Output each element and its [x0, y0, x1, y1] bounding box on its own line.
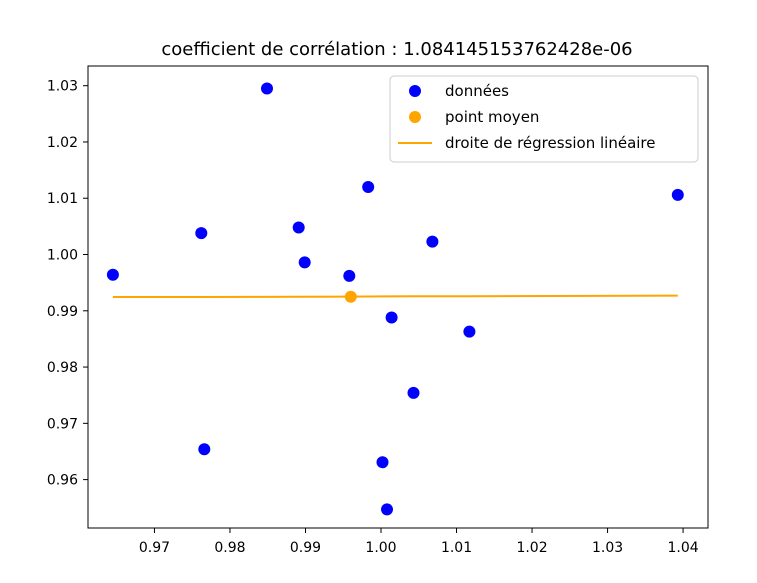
data-point-10 [385, 311, 398, 324]
y-tick-label-5: 1.01 [47, 191, 78, 207]
data-point-9 [381, 503, 393, 516]
x-tick-label-2: 0.99 [290, 540, 321, 556]
data-point-8 [376, 456, 389, 469]
y-tick-label-2: 0.98 [47, 360, 78, 376]
data-point-14 [671, 188, 684, 201]
data-point-12 [426, 235, 439, 248]
data-point-0 [106, 268, 119, 281]
x-tick-label-7: 1.04 [667, 540, 698, 556]
data-point-5 [298, 256, 311, 269]
data-point-13 [463, 325, 476, 338]
legend-label-1: point moyen [445, 108, 539, 126]
legend-swatch-0 [409, 85, 421, 97]
data-point-2 [198, 443, 211, 456]
x-tick-label-0: 0.97 [139, 540, 170, 556]
y-tick-label-0: 0.96 [47, 473, 78, 489]
x-tick-label-6: 1.03 [592, 540, 623, 556]
plot-area [106, 82, 684, 516]
y-tick-label-3: 0.99 [47, 304, 78, 320]
chart-title: coefficient de corrélation : 1.084145153… [161, 39, 632, 60]
regression-line [112, 294, 678, 298]
data-point-1 [195, 227, 208, 240]
data-point-3 [261, 82, 273, 95]
data-point-11 [407, 386, 420, 399]
legend-swatch-1 [409, 111, 421, 123]
plot-frame [87, 65, 709, 529]
y-tick-label-7: 1.03 [47, 79, 78, 95]
x-tick-label-4: 1.01 [441, 540, 472, 556]
legend: données point moyen droite de régression l… [389, 75, 699, 163]
x-tick-label-1: 0.98 [214, 540, 245, 556]
legend-box [389, 75, 699, 163]
data-point-7 [362, 181, 375, 193]
y-tick-label-1: 0.97 [47, 416, 78, 432]
y-tick-label-4: 1.00 [47, 248, 78, 264]
x-tick-label-5: 1.02 [516, 540, 547, 556]
y-tick-label-6: 1.02 [47, 135, 78, 151]
axes: 0.97 0.98 0.99 1.00 1.01 1.02 1.03 1.04 0.96 0.97… [47, 79, 699, 556]
data-point-6 [343, 269, 356, 282]
legend-label-2: droite de régression linéaire [445, 134, 656, 152]
mean-point-0 [344, 290, 357, 303]
data-point-4 [292, 221, 305, 234]
legend-label-0: données [445, 82, 509, 100]
x-tick-label-3: 1.00 [365, 540, 396, 556]
